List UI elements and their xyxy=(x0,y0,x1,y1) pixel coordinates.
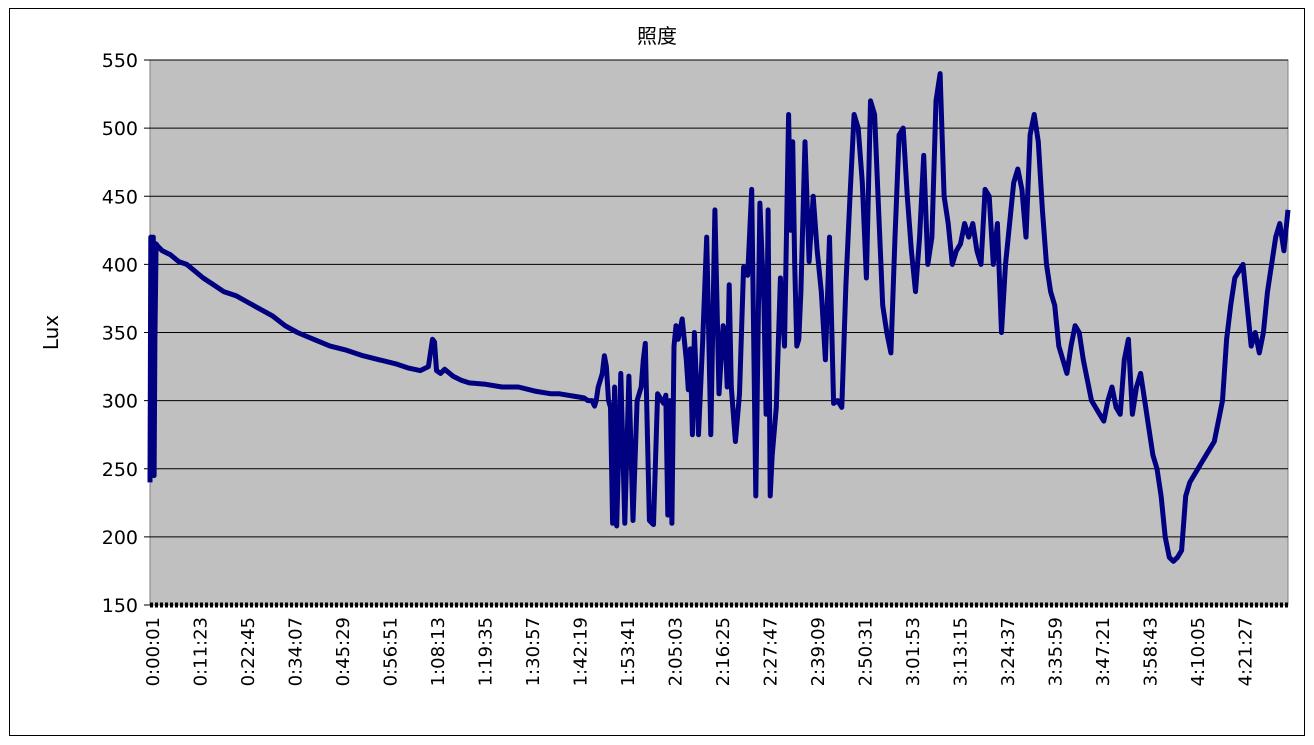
chart-title: 照度 xyxy=(637,24,677,48)
x-tick-label: 1:42:19 xyxy=(571,617,592,686)
x-tick-label: 4:21:27 xyxy=(1236,617,1257,686)
y-tick-label: 350 xyxy=(102,323,138,345)
x-tick-label: 3:47:21 xyxy=(1093,617,1114,686)
x-tick-label: 2:16:25 xyxy=(713,617,734,686)
x-tick-label: 2:05:03 xyxy=(666,617,687,686)
x-tick-label: 2:50:31 xyxy=(856,617,877,686)
x-tick-label: 1:30:57 xyxy=(523,617,544,686)
grid-lines xyxy=(150,59,1288,538)
y-tick-label: 450 xyxy=(102,186,138,208)
y-tick-label: 200 xyxy=(102,527,138,549)
x-tick-label: 3:58:43 xyxy=(1141,617,1162,686)
x-tick-label: 4:10:05 xyxy=(1188,617,1209,686)
x-tick-label: 0:56:51 xyxy=(381,617,402,686)
x-tick-label: 0:45:29 xyxy=(333,617,354,686)
y-axis-label: Lux xyxy=(39,315,63,350)
x-axis-ticks: 0:00:01 0:11:23 0:22:45 0:34:07 0:45:29 0:56:… xyxy=(143,617,1257,686)
y-tick-label: 300 xyxy=(102,391,138,413)
x-tick-label: 1:19:35 xyxy=(476,617,497,686)
x-tick-label: 2:27:47 xyxy=(761,617,782,686)
y-tick-label: 500 xyxy=(102,118,138,140)
x-tick-label: 3:13:15 xyxy=(951,617,972,686)
x-tick-label: 1:53:41 xyxy=(618,617,639,686)
y-tick-label: 400 xyxy=(102,254,138,276)
series-line-lux xyxy=(147,71,1291,564)
y-axis-ticks: 150 200 250 300 350 400 450 500 550 xyxy=(102,50,150,617)
x-tick-label: 0:34:07 xyxy=(286,617,307,686)
y-tick-label: 150 xyxy=(102,595,138,617)
x-tick-label: 2:39:09 xyxy=(808,617,829,686)
x-tick-label: 3:01:53 xyxy=(903,617,924,686)
y-tick-label: 250 xyxy=(102,459,138,481)
x-tick-label: 1:08:13 xyxy=(428,617,449,686)
x-tick-label: 3:35:59 xyxy=(1046,617,1067,686)
y-tick-label: 550 xyxy=(102,50,138,72)
x-tick-label: 3:24:37 xyxy=(998,617,1019,686)
x-tick-label: 0:11:23 xyxy=(191,617,212,686)
x-tick-label: 0:00:01 xyxy=(143,617,164,686)
x-tick-label: 0:22:45 xyxy=(238,617,259,686)
